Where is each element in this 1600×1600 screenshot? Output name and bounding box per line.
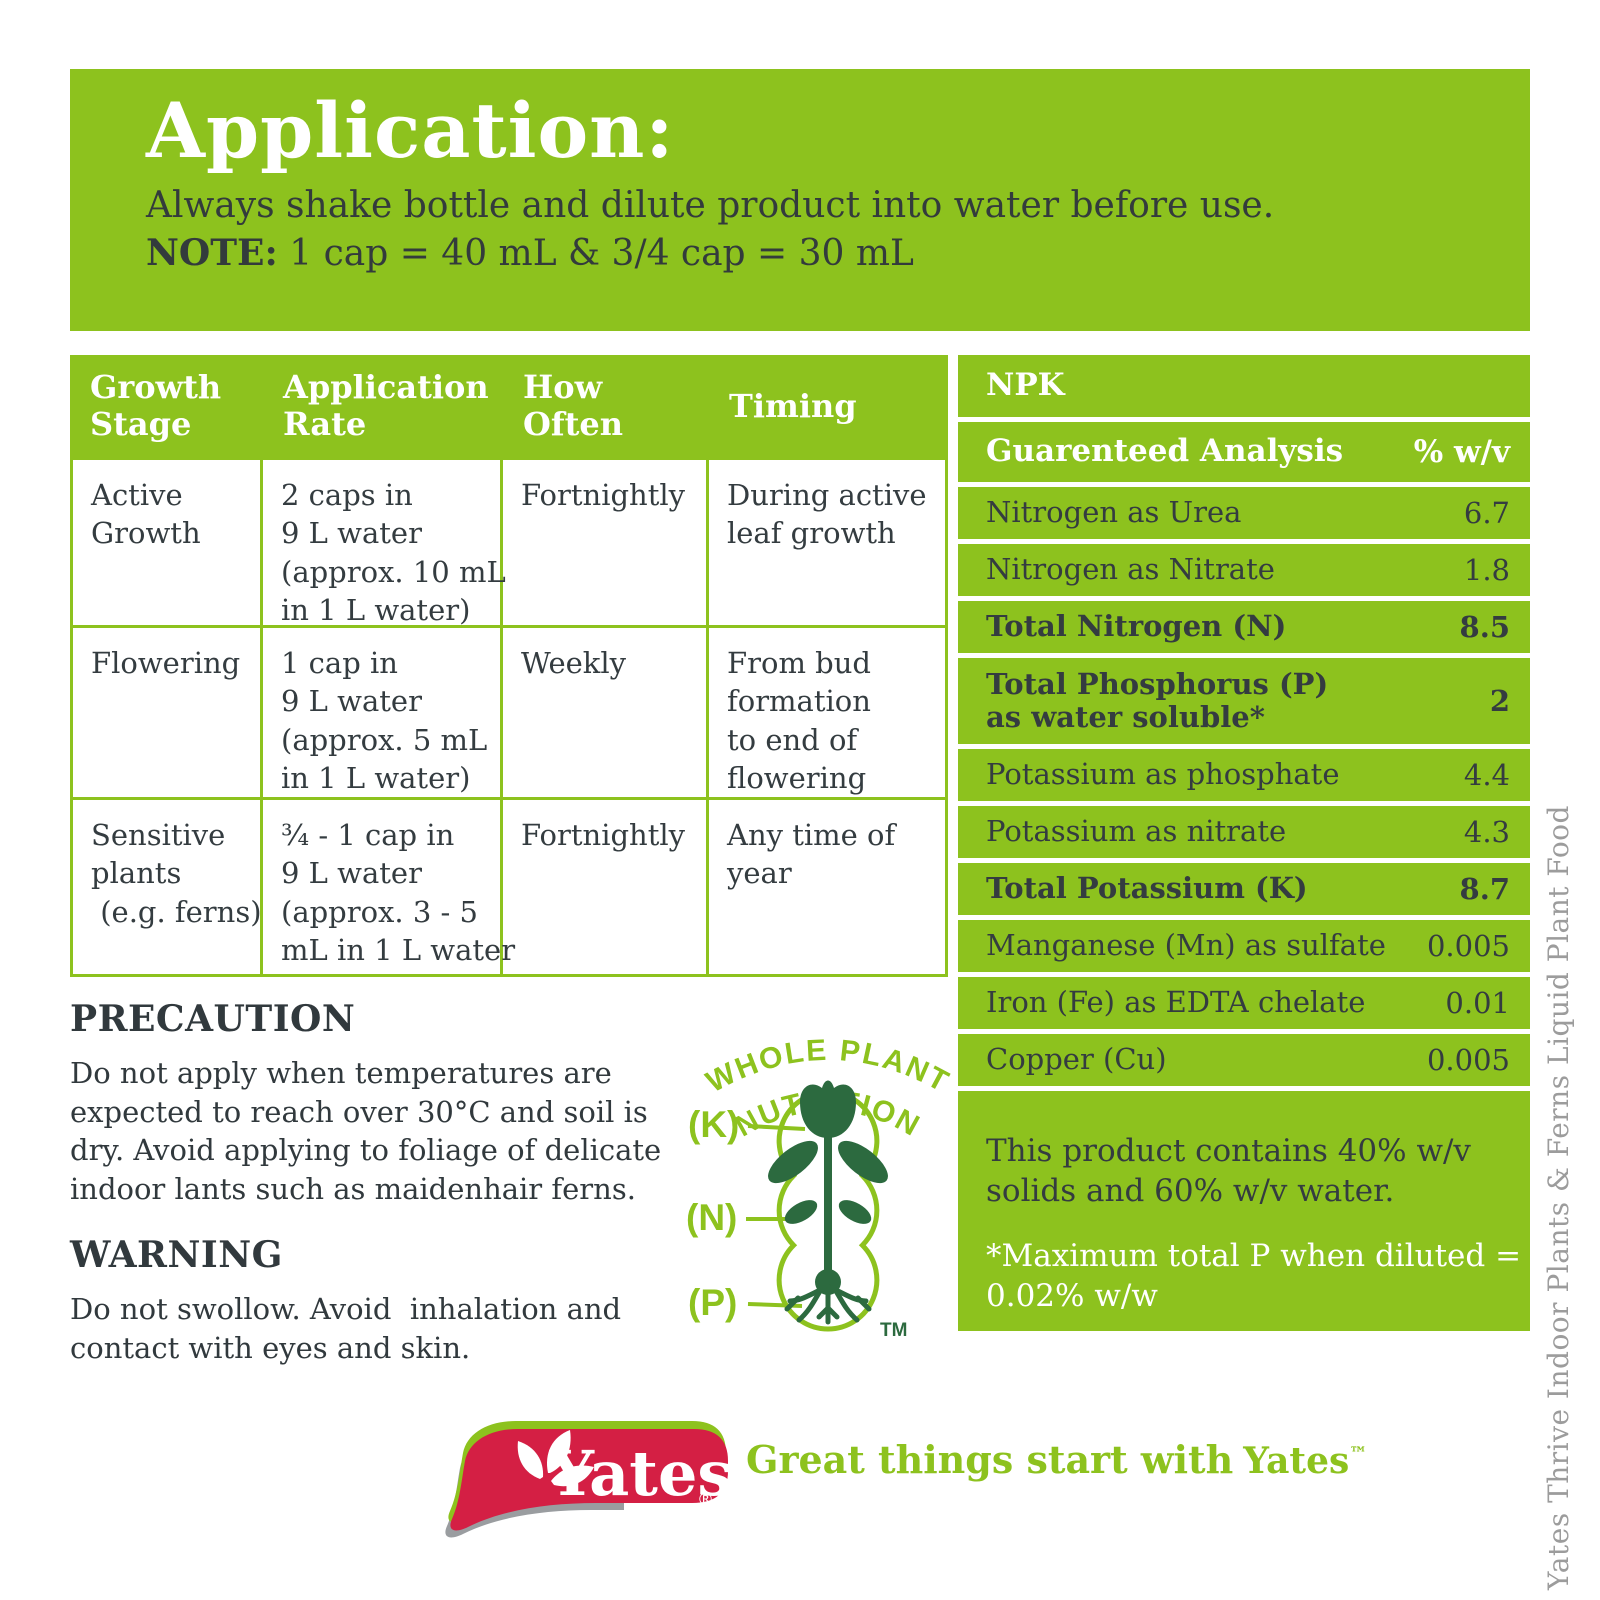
npk-row-value: 4.3 <box>1463 815 1510 849</box>
table-cell: From bud formation to end of flowering <box>709 628 945 800</box>
column-header-growth-stage: Growth Stage <box>90 368 222 443</box>
application-header-block: Application: Always shake bottle and dil… <box>70 69 1530 331</box>
npk-row: Total Nitrogen (N) 8.5 <box>958 601 1530 653</box>
leaf-icon <box>517 1430 594 1487</box>
npk-row: Nitrogen as Urea 6.7 <box>958 487 1530 539</box>
npk-row-label: Total Phosphorus (P) as water soluble* <box>986 666 1329 734</box>
tm-mark: TM <box>880 1320 907 1341</box>
npk-title-row: NPK <box>958 355 1530 417</box>
label-p: (P) <box>688 1282 737 1323</box>
table-cell: 1 cap in 9 L water (approx. 5 mL in 1 L … <box>263 628 503 800</box>
solids-note: This product contains 40% w/v solids and… <box>986 1133 1471 1210</box>
npk-analysis-table: NPK Guarenteed Analysis % w/v Nitrogen a… <box>958 355 1530 1331</box>
note-label: NOTE: <box>146 231 278 274</box>
precaution-warning-section: PRECAUTION Do not apply when temperature… <box>70 998 710 1393</box>
table-cell: Flowering <box>73 628 263 800</box>
table-cell: During active leaf growth <box>709 460 945 628</box>
brand-tagline: Great things start with Yates™ <box>746 1437 1367 1482</box>
npk-row: Manganese (Mn) as sulfate 0.005 <box>958 920 1530 972</box>
npk-row: Copper (Cu) 0.005 <box>958 1034 1530 1086</box>
whole-plant-nutrition-logo: WHOLE PLANT NUTRITION (K) (N) (P) <box>686 1034 953 1341</box>
application-table-header-row: Growth Stage Application Rate How Often … <box>70 355 948 457</box>
tagline-brand: Yates <box>1243 1440 1350 1482</box>
column-header-application-rate: Application Rate <box>283 368 489 443</box>
npk-row-label: Potassium as nitrate <box>986 814 1287 849</box>
application-table: Growth Stage Application Rate How Often … <box>70 355 948 977</box>
application-table-body: Active Growth 2 caps in 9 L water (appro… <box>70 457 948 977</box>
npk-row-value: 0.01 <box>1445 986 1510 1020</box>
yates-logo: Yates ® <box>445 1421 733 1538</box>
npk-row-value: 0.005 <box>1426 1043 1510 1077</box>
dilution-note: *Maximum total P when diluted = 0.02% w/… <box>986 1237 1522 1314</box>
npk-row-label: Potassium as phosphate <box>986 757 1340 792</box>
npk-row-value: 6.7 <box>1463 496 1510 530</box>
column-header-how-often: How Often <box>523 368 624 443</box>
npk-row-value: 0.005 <box>1426 929 1510 963</box>
npk-footnotes: This product contains 40% w/v solids and… <box>958 1091 1530 1331</box>
registered-mark: ® <box>697 1490 714 1510</box>
table-cell: Any time of year <box>727 818 896 891</box>
application-intro: Always shake bottle and dilute product i… <box>146 184 1275 226</box>
npk-row-label: Nitrogen as Nitrate <box>986 552 1275 587</box>
precaution-body: Do not apply when temperatures are expec… <box>70 1056 662 1206</box>
npk-row-label: Total Potassium (K) <box>986 871 1308 906</box>
npk-row: Iron (Fe) as EDTA chelate 0.01 <box>958 977 1530 1029</box>
npk-analysis-header-row: Guarenteed Analysis % w/v <box>958 422 1530 482</box>
npk-row-value: 4.4 <box>1463 758 1510 792</box>
table-cell: Active Growth <box>73 460 263 628</box>
page-title: Application: <box>146 86 675 175</box>
npk-row-label: Total Nitrogen (N) <box>986 609 1287 644</box>
pointer-line-k <box>747 1124 806 1131</box>
table-cell: Weekly <box>503 628 709 800</box>
label-n: (N) <box>686 1197 737 1238</box>
plant-illustration <box>768 1080 888 1325</box>
tagline-tm: ™ <box>1349 1443 1368 1465</box>
table-cell: Fortnightly <box>503 460 709 628</box>
npk-row: Nitrogen as Nitrate 1.8 <box>958 544 1530 596</box>
npk-row: Total Potassium (K) 8.7 <box>958 863 1530 915</box>
tagline-prefix: Great things start with <box>746 1437 1234 1482</box>
npk-row-value: 8.7 <box>1459 872 1510 906</box>
column-header-timing: Timing <box>729 386 857 425</box>
npk-row-label: Nitrogen as Urea <box>986 495 1242 530</box>
analysis-header: Guarenteed Analysis <box>986 433 1344 470</box>
table-cell: 2 caps in 9 L water (approx. 10 mL in 1 … <box>263 460 506 628</box>
table-cell: Sensitive plants (e.g. ferns) <box>73 800 263 974</box>
npk-row-value: 1.8 <box>1463 553 1510 587</box>
side-product-name: Yates Thrive Indoor Plants & Ferns Liqui… <box>1542 805 1575 1590</box>
warning-heading: WARNING <box>70 1234 283 1277</box>
npk-title: NPK <box>986 367 1065 404</box>
table-cell: Fortnightly <box>503 800 709 974</box>
unit-header: % w/v <box>1413 434 1510 470</box>
npk-row: Potassium as nitrate 4.3 <box>958 806 1530 858</box>
precaution-heading: PRECAUTION <box>70 998 356 1040</box>
npk-row: Potassium as phosphate 4.4 <box>958 749 1530 801</box>
application-note: NOTE: 1 cap = 40 mL & 3/4 cap = 30 mL <box>146 232 1530 274</box>
npk-row-label: Iron (Fe) as EDTA chelate <box>986 985 1366 1020</box>
warning-body: Do not swollow. Avoid inhalation and con… <box>70 1292 622 1365</box>
npk-row-value: 2 <box>1489 684 1510 718</box>
npk-row: Total Phosphorus (P) as water soluble* 2 <box>958 658 1530 744</box>
yates-wordmark: Yates <box>549 1437 733 1510</box>
npk-row-label: Manganese (Mn) as sulfate <box>986 928 1386 963</box>
label-k: (K) <box>688 1104 739 1145</box>
npk-row-value: 8.5 <box>1459 610 1510 644</box>
note-value: 1 cap = 40 mL & 3/4 cap = 30 mL <box>277 232 914 274</box>
npk-row-label: Copper (Cu) <box>986 1042 1167 1077</box>
table-cell: ¾ - 1 cap in 9 L water (approx. 3 - 5 mL… <box>263 800 515 974</box>
